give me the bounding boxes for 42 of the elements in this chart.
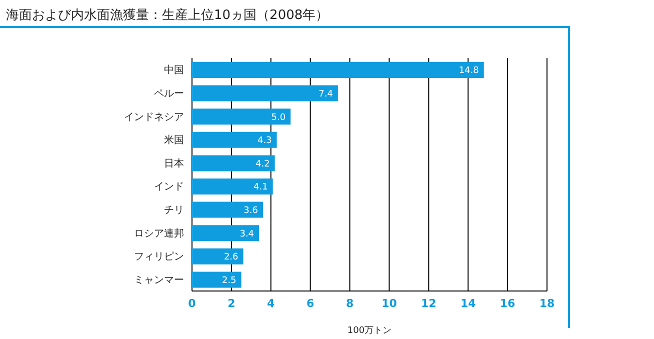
data-label: 4.1 (254, 182, 268, 193)
bar (192, 225, 260, 242)
data-label: 5.0 (271, 112, 286, 123)
y-tick-label: インド (154, 182, 184, 193)
bar (192, 108, 291, 125)
x-axis-title: 100万トン (347, 326, 392, 336)
bar (192, 202, 263, 218)
bar (192, 248, 244, 264)
data-label: 4.3 (257, 136, 272, 146)
data-label: 2.5 (222, 276, 236, 286)
y-tick-label: チリ (164, 205, 184, 216)
data-label: 4.2 (256, 159, 270, 170)
x-tick-label: 6 (306, 296, 315, 310)
bar (192, 132, 277, 148)
bar (192, 272, 242, 288)
data-label: 3.6 (244, 206, 258, 216)
x-tick-label: 8 (346, 296, 354, 310)
x-tick-label: 10 (382, 296, 398, 310)
y-tick-label: 米国 (164, 134, 184, 146)
data-label: 14.8 (458, 66, 480, 76)
chart-title: 海面および内水面漁獲量：生産上位10ヵ国（2008年） (6, 7, 329, 24)
x-tick-label: 18 (539, 296, 555, 310)
x-tick-label: 4 (267, 296, 276, 310)
y-tick-label: インドネシア (124, 112, 184, 123)
x-tick-label: 14 (460, 296, 476, 310)
data-label: 3.4 (240, 229, 254, 240)
bar (192, 155, 275, 172)
data-label: 7.4 (318, 89, 334, 100)
y-tick-label: ロシア連邦 (134, 227, 184, 240)
y-tick-label: フィリピン (134, 252, 184, 263)
x-tick-label: 16 (500, 296, 516, 310)
x-tick-label: 2 (228, 296, 236, 310)
x-tick-label: 0 (188, 296, 196, 310)
x-tick-label: 12 (421, 296, 436, 310)
y-tick-label: ペルー (154, 88, 184, 100)
bar (192, 178, 273, 194)
data-label: 2.6 (224, 252, 239, 263)
y-tick-label: 中国 (164, 64, 184, 76)
y-tick-label: ミャンマー (134, 274, 184, 286)
bar (192, 85, 338, 102)
bar (192, 62, 484, 78)
y-tick-label: 日本 (164, 157, 184, 170)
